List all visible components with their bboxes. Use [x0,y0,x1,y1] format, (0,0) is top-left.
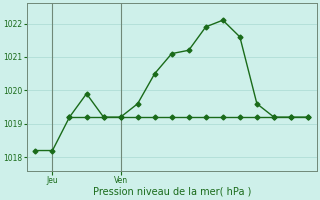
X-axis label: Pression niveau de la mer( hPa ): Pression niveau de la mer( hPa ) [92,187,251,197]
